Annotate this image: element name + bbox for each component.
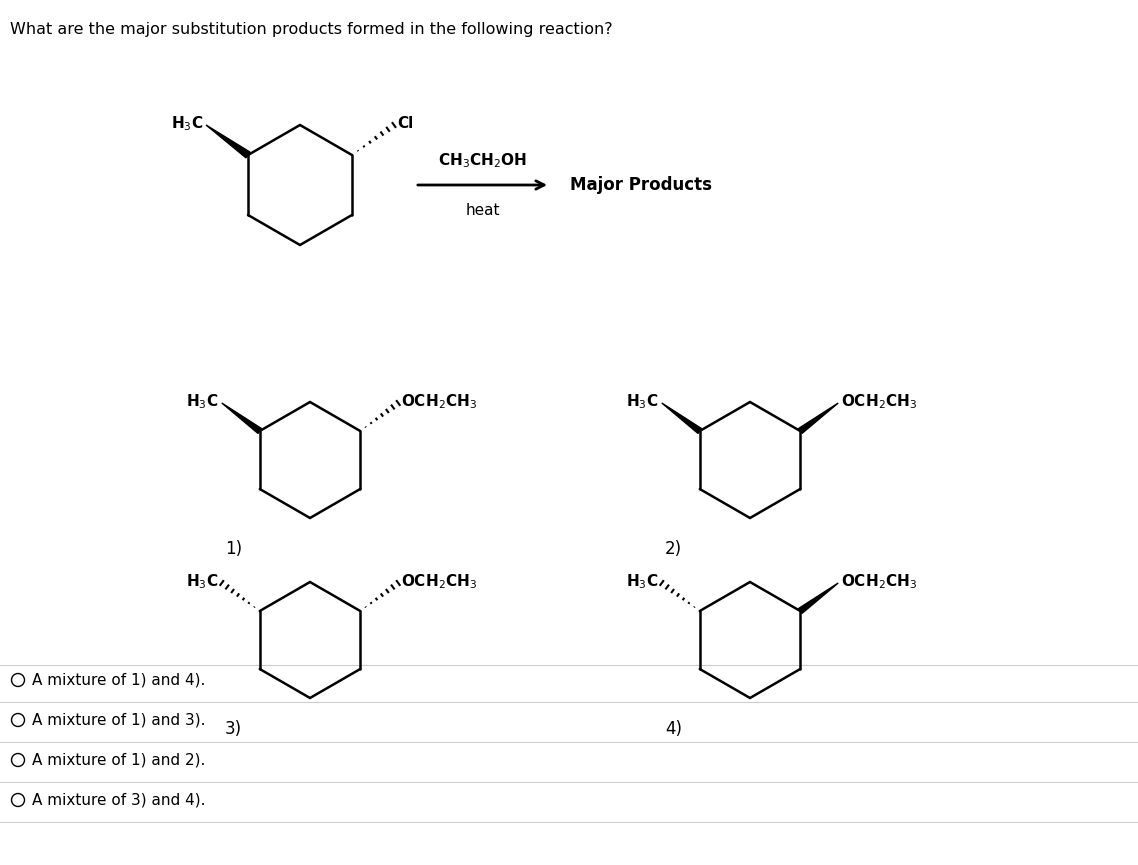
Text: H$_3$C: H$_3$C [187,573,218,592]
Text: H$_3$C: H$_3$C [187,393,218,412]
Text: What are the major substitution products formed in the following reaction?: What are the major substitution products… [10,22,612,37]
Text: OCH$_2$CH$_3$: OCH$_2$CH$_3$ [402,573,478,592]
Text: OCH$_2$CH$_3$: OCH$_2$CH$_3$ [841,393,917,412]
Text: 2): 2) [665,540,682,558]
Polygon shape [206,125,250,157]
Text: H$_3$C: H$_3$C [171,115,203,133]
Text: 4): 4) [665,720,682,738]
Text: A mixture of 1) and 4).: A mixture of 1) and 4). [32,672,205,688]
Polygon shape [799,403,839,433]
Text: OCH$_2$CH$_3$: OCH$_2$CH$_3$ [402,393,478,412]
Text: A mixture of 3) and 4).: A mixture of 3) and 4). [32,792,206,808]
Text: H$_3$C: H$_3$C [626,573,659,592]
Text: Major Products: Major Products [570,176,712,194]
Text: 1): 1) [225,540,242,558]
Text: CH$_3$CH$_2$OH: CH$_3$CH$_2$OH [438,151,527,170]
Text: 3): 3) [225,720,242,738]
Text: OCH$_2$CH$_3$: OCH$_2$CH$_3$ [841,573,917,592]
Text: H$_3$C: H$_3$C [626,393,659,412]
Text: A mixture of 1) and 3).: A mixture of 1) and 3). [32,713,206,727]
Text: A mixture of 1) and 2).: A mixture of 1) and 2). [32,753,205,767]
Polygon shape [662,403,701,433]
Polygon shape [799,583,839,613]
Text: heat: heat [465,203,500,218]
Polygon shape [222,403,262,433]
Text: Cl: Cl [397,117,413,131]
